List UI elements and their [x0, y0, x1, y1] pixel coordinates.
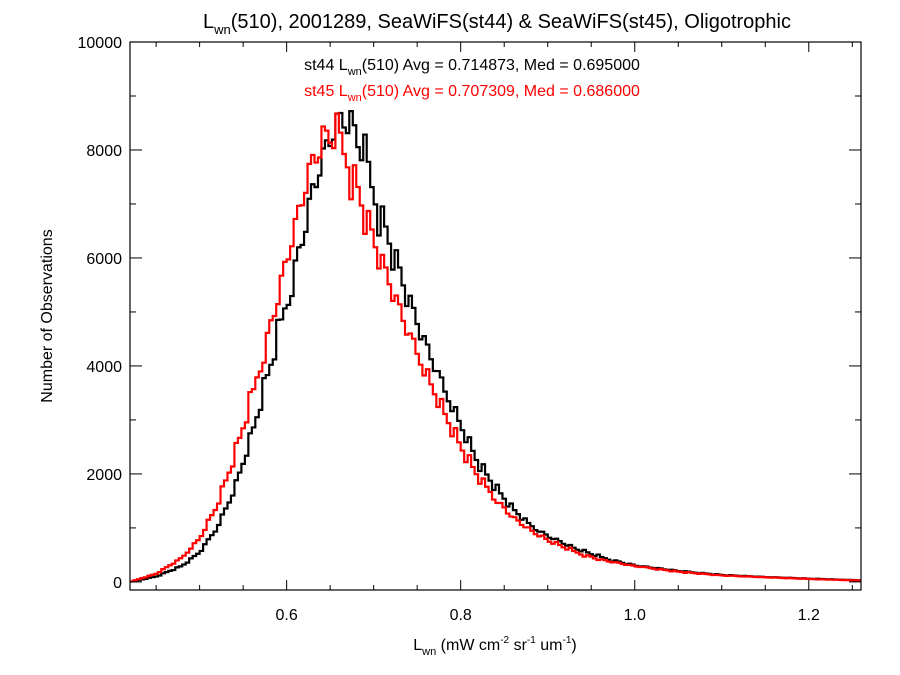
- x-tick-label: 1.2: [798, 607, 820, 624]
- plot-frame: [129, 41, 862, 591]
- series-st45-line: [130, 112, 861, 583]
- x-axis-label: Lwn (mW cm-2 sr-1 um-1): [413, 635, 576, 658]
- x-tick-label: 0.6: [276, 607, 298, 624]
- series-layer: [130, 110, 861, 583]
- annotation-st44: st44 Lwn(510) Avg = 0.714873, Med = 0.69…: [304, 57, 640, 78]
- y-tick-label: 10000: [78, 35, 123, 52]
- y-tick-label: 2000: [86, 467, 122, 484]
- y-axis-label: Number of Observations: [39, 229, 56, 402]
- annotation-st45: st45 Lwn(510) Avg = 0.707309, Med = 0.68…: [304, 83, 640, 104]
- y-tick-label: 0: [113, 575, 122, 592]
- y-tick-label: 4000: [86, 359, 122, 376]
- chart-title: Lwn(510), 2001289, SeaWiFS(st44) & SeaWi…: [203, 11, 791, 37]
- y-tick-label: 8000: [86, 143, 122, 160]
- x-tick-label: 1.0: [624, 607, 646, 624]
- y-tick-label: 6000: [86, 251, 122, 268]
- axes-layer: 0.6 0.8 1.0 1.2 0 2000 4000 6000 8000 10000: [78, 35, 862, 624]
- x-tick-label: 0.8: [450, 607, 472, 624]
